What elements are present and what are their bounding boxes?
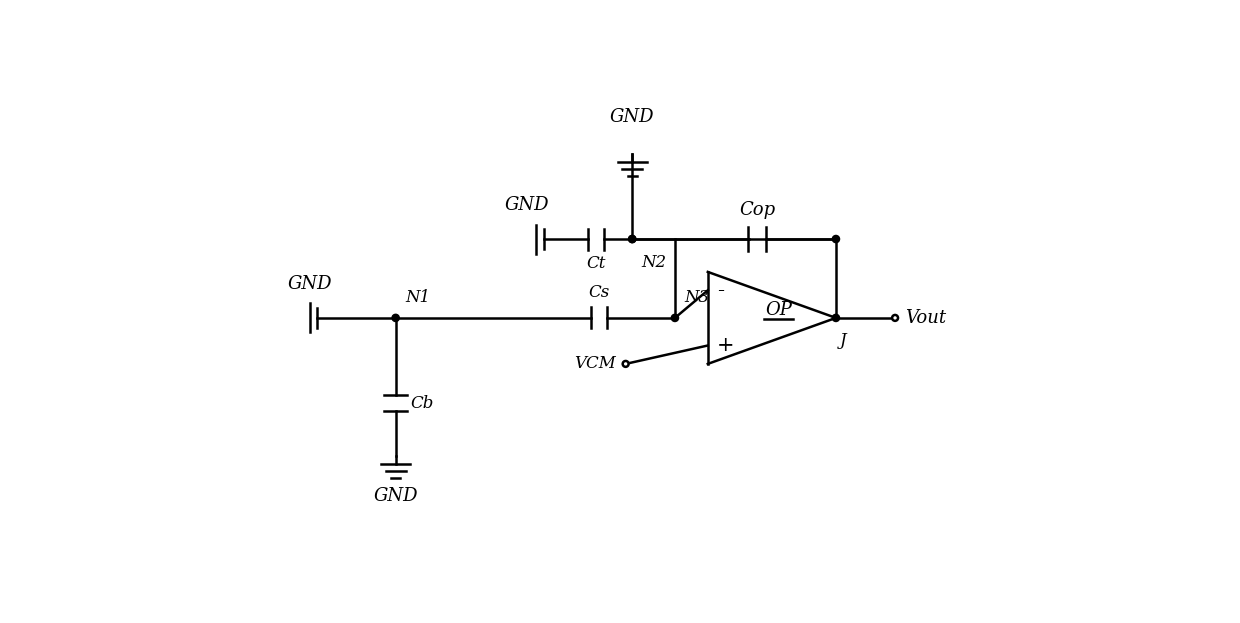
Text: Ct: Ct bbox=[587, 255, 606, 272]
Circle shape bbox=[671, 314, 678, 321]
Text: GND: GND bbox=[505, 196, 549, 214]
Text: Cop: Cop bbox=[739, 201, 775, 219]
Text: Cs: Cs bbox=[589, 285, 610, 302]
Text: N1: N1 bbox=[404, 289, 430, 306]
Circle shape bbox=[629, 235, 636, 242]
Circle shape bbox=[622, 361, 629, 367]
Circle shape bbox=[892, 315, 898, 321]
Text: -: - bbox=[717, 281, 724, 300]
Text: Cb: Cb bbox=[410, 395, 434, 412]
Text: GND: GND bbox=[373, 487, 418, 505]
Circle shape bbox=[832, 235, 839, 242]
Text: GND: GND bbox=[610, 108, 655, 126]
Text: J: J bbox=[839, 332, 847, 350]
Text: Vout: Vout bbox=[905, 309, 946, 327]
Text: VCM: VCM bbox=[574, 355, 616, 373]
Circle shape bbox=[392, 314, 399, 321]
Text: GND: GND bbox=[288, 275, 332, 293]
Text: OP: OP bbox=[765, 301, 791, 319]
Circle shape bbox=[832, 314, 839, 321]
Text: N2: N2 bbox=[641, 254, 667, 270]
Text: +: + bbox=[717, 336, 734, 355]
Text: N3: N3 bbox=[684, 289, 709, 306]
Circle shape bbox=[629, 235, 636, 242]
